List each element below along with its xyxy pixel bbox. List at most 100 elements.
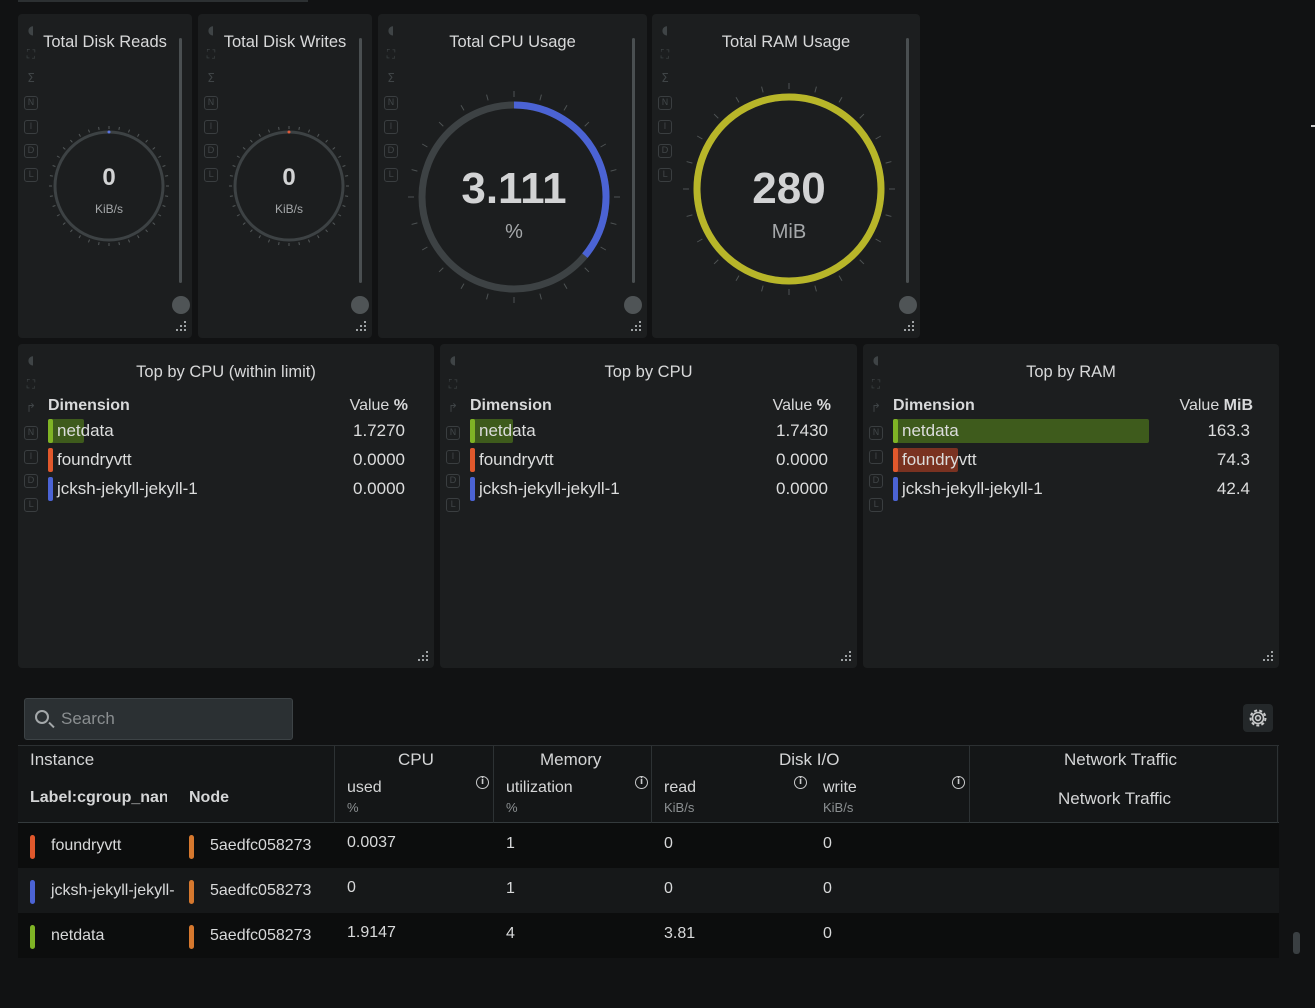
label-filter-icon[interactable]: L: [204, 168, 218, 182]
resize-handle-icon[interactable]: [629, 321, 641, 333]
settings-button[interactable]: [1243, 704, 1273, 732]
info-icon[interactable]: i: [794, 776, 807, 789]
gauge-card-cpu[interactable]: ◖ ⛶ Σ N I D L Total CPU Usage 3.111 %: [378, 14, 647, 338]
node-name[interactable]: 5aedfc058273: [210, 927, 312, 944]
node-filter-icon[interactable]: N: [24, 96, 38, 110]
search-input[interactable]: [61, 707, 281, 731]
resize-handle-icon[interactable]: [1261, 651, 1273, 663]
top-row[interactable]: foundryvtt 74.3: [893, 446, 1253, 475]
node-filter-icon[interactable]: N: [204, 96, 218, 110]
col-mem-utilization[interactable]: utilization: [506, 779, 573, 796]
chart-type-icon[interactable]: ◖: [27, 353, 35, 367]
chart-toolbar[interactable]: ◖ ⛶ ↱ N I D L: [446, 354, 460, 522]
resize-handle-icon[interactable]: [902, 321, 914, 333]
chart-toolbar[interactable]: ◖ ⛶ ↱ N I D L: [869, 354, 883, 522]
top-row[interactable]: netdata 163.3: [893, 417, 1253, 446]
instance-filter-icon[interactable]: I: [24, 450, 38, 464]
label-filter-icon[interactable]: L: [24, 498, 38, 512]
top-row[interactable]: jcksh-jekyll-jekyll-1 0.0000: [48, 475, 408, 504]
dimension-filter-icon[interactable]: D: [446, 474, 460, 488]
chart-toolbar[interactable]: ◖ ⛶ Σ N I D L: [204, 24, 218, 192]
chart-toolbar[interactable]: ◖ ⛶ Σ N I D L: [658, 24, 672, 192]
col-label-cgroup[interactable]: Label:cgroup_nan: [30, 789, 167, 806]
panel-top-ram[interactable]: ◖ ⛶ ↱ N I D L Top by RAM Dimension Value…: [863, 344, 1279, 668]
top-row[interactable]: foundryvtt 0.0000: [48, 446, 408, 475]
info-icon[interactable]: i: [635, 776, 648, 789]
group-icon[interactable]: ⛶: [871, 377, 881, 391]
chart-type-icon[interactable]: ◖: [387, 23, 395, 37]
table-row[interactable]: foundryvtt 5aedfc058273 0.0037 1 0 0: [18, 823, 1279, 868]
sum-icon[interactable]: Σ: [27, 71, 35, 85]
scrollbar[interactable]: [359, 38, 362, 283]
label-filter-icon[interactable]: L: [658, 168, 672, 182]
chart-type-icon[interactable]: ◖: [27, 23, 35, 37]
dimension-filter-icon[interactable]: D: [24, 144, 38, 158]
col-disk-read[interactable]: read: [664, 779, 697, 796]
instance-filter-icon[interactable]: I: [446, 450, 460, 464]
gauge-card-ram[interactable]: ◖ ⛶ Σ N I D L Total RAM Usage 280 MiB: [652, 14, 920, 338]
top-row[interactable]: netdata 1.7270: [48, 417, 408, 446]
sum-icon[interactable]: Σ: [207, 71, 215, 85]
table-row[interactable]: netdata 5aedfc058273 1.9147 4 3.81 0: [18, 913, 1279, 958]
instance-filter-icon[interactable]: I: [384, 120, 398, 134]
node-name[interactable]: 5aedfc058273: [210, 837, 312, 854]
dimension-filter-icon[interactable]: D: [384, 144, 398, 158]
col-cpu-used[interactable]: used: [347, 779, 382, 796]
chart-toolbar[interactable]: ◖ ⛶ Σ N I D L: [384, 24, 398, 192]
instance-filter-icon[interactable]: I: [204, 120, 218, 134]
node-filter-icon[interactable]: N: [658, 96, 672, 110]
chart-toolbar[interactable]: ◖ ⛶ ↱ N I D L: [24, 354, 38, 522]
info-icon[interactable]: i: [476, 776, 489, 789]
chart-type-icon[interactable]: ◖: [872, 353, 880, 367]
dimension-filter-icon[interactable]: D: [658, 144, 672, 158]
chart-toolbar[interactable]: ◖ ⛶ Σ N I D L: [24, 24, 38, 192]
label-filter-icon[interactable]: L: [446, 498, 460, 512]
sum-icon[interactable]: Σ: [661, 71, 669, 85]
page-scrollbar[interactable]: [1293, 932, 1300, 954]
scrollbar[interactable]: [179, 38, 182, 283]
scrollbar[interactable]: [906, 38, 909, 283]
group-icon[interactable]: ⛶: [386, 47, 396, 61]
group-icon[interactable]: ⛶: [448, 377, 458, 391]
panel-top-cpu-within-limit[interactable]: ◖ ⛶ ↱ N I D L Top by CPU (within limit) …: [18, 344, 434, 668]
label-filter-icon[interactable]: L: [384, 168, 398, 182]
node-filter-icon[interactable]: N: [384, 96, 398, 110]
gauge-card-disk-writes[interactable]: ◖ ⛶ Σ N I D L Total Disk Writes 0 KiB/s: [198, 14, 372, 338]
instance-filter-icon[interactable]: I: [24, 120, 38, 134]
node-filter-icon[interactable]: N: [24, 426, 38, 440]
scrollbar[interactable]: [632, 38, 635, 283]
col-node[interactable]: Node: [189, 789, 229, 806]
top-row[interactable]: netdata 1.7430: [470, 417, 831, 446]
top-row[interactable]: foundryvtt 0.0000: [470, 446, 831, 475]
info-icon[interactable]: i: [952, 776, 965, 789]
dimension-filter-icon[interactable]: D: [869, 474, 883, 488]
dimension-filter-icon[interactable]: D: [24, 474, 38, 488]
resize-handle-icon[interactable]: [354, 321, 366, 333]
node-filter-icon[interactable]: N: [869, 426, 883, 440]
group-icon[interactable]: ⛶: [660, 47, 670, 61]
group-icon[interactable]: ⛶: [206, 47, 216, 61]
resize-handle-icon[interactable]: [174, 321, 186, 333]
instance-filter-icon[interactable]: I: [869, 450, 883, 464]
table-row[interactable]: jcksh-jekyll-jekyll- 5aedfc058273 0 1 0 …: [18, 868, 1279, 913]
redirect-icon[interactable]: ↱: [25, 401, 37, 415]
label-filter-icon[interactable]: L: [24, 168, 38, 182]
chart-type-icon[interactable]: ◖: [207, 23, 215, 37]
node-name[interactable]: 5aedfc058273: [210, 882, 312, 899]
search-box[interactable]: [24, 698, 293, 740]
redirect-icon[interactable]: ↱: [447, 401, 459, 415]
panel-top-cpu[interactable]: ◖ ⛶ ↱ N I D L Top by CPU Dimension Value…: [440, 344, 857, 668]
chart-type-icon[interactable]: ◖: [661, 23, 669, 37]
instance-filter-icon[interactable]: I: [658, 120, 672, 134]
top-row[interactable]: jcksh-jekyll-jekyll-1 0.0000: [470, 475, 831, 504]
group-icon[interactable]: ⛶: [26, 377, 36, 391]
chart-type-icon[interactable]: ◖: [449, 353, 457, 367]
top-row[interactable]: jcksh-jekyll-jekyll-1 42.4: [893, 475, 1253, 504]
node-filter-icon[interactable]: N: [446, 426, 460, 440]
resize-handle-icon[interactable]: [839, 651, 851, 663]
gauge-card-disk-reads[interactable]: ◖ ⛶ Σ N I D L Total Disk Reads 0 KiB/s: [18, 14, 192, 338]
sum-icon[interactable]: Σ: [387, 71, 395, 85]
redirect-icon[interactable]: ↱: [870, 401, 882, 415]
group-icon[interactable]: ⛶: [26, 47, 36, 61]
col-disk-write[interactable]: write: [823, 779, 857, 796]
